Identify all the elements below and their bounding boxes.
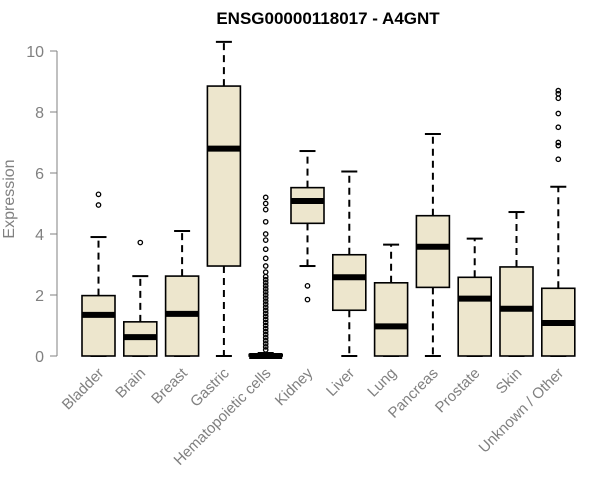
- outlier-point: [262, 328, 269, 335]
- outlier-point: [262, 218, 269, 225]
- outlier-point: [262, 322, 269, 329]
- outlier-point: [555, 156, 562, 163]
- x-tick-label: Skin: [493, 365, 526, 398]
- x-tick-label: Lung: [364, 365, 400, 401]
- box-unknown-other: [540, 87, 576, 357]
- iqr-box: [373, 281, 409, 357]
- outlier-point: [262, 298, 269, 304]
- outlier-point: [262, 200, 269, 207]
- outlier-point: [262, 231, 269, 237]
- iqr-box: [290, 186, 325, 225]
- box-hematopoietic-cells: [248, 194, 283, 359]
- x-tick-label: Prostate: [432, 365, 484, 417]
- box-breast: [164, 229, 200, 357]
- outlier-point: [262, 276, 269, 283]
- box-gastric: [206, 40, 242, 357]
- outlier-point: [95, 191, 102, 198]
- outlier-point: [555, 90, 562, 97]
- outlier-point: [262, 295, 269, 301]
- iqr-box: [206, 85, 242, 267]
- outlier-point: [262, 347, 269, 353]
- outlier-point: [262, 307, 269, 314]
- outlier-point: [262, 286, 269, 292]
- outlier-point: [137, 239, 144, 246]
- outlier-point: [262, 310, 269, 317]
- box-bladder: [81, 191, 116, 357]
- outlier-point: [555, 142, 562, 149]
- iqr-box: [81, 294, 116, 357]
- outlier-point: [555, 110, 562, 117]
- x-tick-label: Kidney: [272, 364, 317, 409]
- y-tick-label: 6: [35, 166, 44, 183]
- outlier-point: [262, 194, 269, 201]
- outlier-point: [262, 246, 269, 253]
- outlier-point: [262, 340, 269, 347]
- outlier-point: [262, 301, 269, 307]
- outlier-point: [262, 289, 269, 295]
- box-prostate: [457, 237, 493, 357]
- box-brain: [123, 239, 158, 357]
- box-lung: [373, 243, 409, 357]
- y-tick-label: 0: [35, 349, 44, 366]
- outlier-point: [262, 279, 269, 286]
- outlier-point: [262, 343, 269, 350]
- chart-title: ENSG00000118017 - A4GNT: [216, 9, 440, 28]
- outlier-point: [262, 269, 269, 275]
- outlier-point: [262, 337, 269, 344]
- iqr-box: [331, 253, 367, 312]
- box-kidney: [290, 150, 325, 303]
- x-tick-label: Brain: [112, 365, 149, 402]
- x-tick-label: Breast: [148, 364, 191, 407]
- outlier-point: [262, 319, 269, 326]
- outlier-point: [262, 263, 269, 269]
- outlier-point: [95, 202, 102, 208]
- iqr-box: [415, 214, 451, 289]
- y-tick-label: 2: [35, 288, 44, 305]
- outlier-point: [555, 87, 562, 94]
- y-axis: 0 2 4 6 8 10: [26, 44, 58, 366]
- boxplot-series: [81, 40, 576, 359]
- box-pancreas: [415, 132, 451, 357]
- box-skin: [499, 211, 534, 357]
- outlier-point: [262, 255, 269, 262]
- outlier-point: [262, 206, 269, 213]
- y-tick-label: 8: [35, 105, 44, 122]
- outlier-point: [262, 325, 269, 332]
- outlier-point: [262, 273, 269, 280]
- outlier-point: [262, 334, 269, 341]
- outlier-point: [262, 292, 269, 298]
- outlier-point: [262, 282, 269, 289]
- outlier-point: [262, 316, 269, 323]
- iqr-box: [457, 276, 493, 357]
- outlier-point: [304, 296, 311, 303]
- outlier-point: [262, 237, 269, 243]
- x-tick-label: Bladder: [59, 365, 108, 414]
- y-tick-label: 4: [35, 227, 44, 244]
- outlier-point: [555, 95, 562, 102]
- x-tick-label: Liver: [323, 365, 358, 400]
- outlier-point: [555, 139, 562, 146]
- outlier-point: [304, 282, 311, 289]
- box-liver: [331, 170, 367, 357]
- y-tick-label: 10: [26, 44, 44, 61]
- outlier-point: [262, 331, 269, 338]
- outlier-point: [262, 313, 269, 320]
- y-axis-label: Expression: [1, 159, 18, 238]
- outlier-point: [262, 304, 269, 311]
- outlier-point: [555, 124, 562, 131]
